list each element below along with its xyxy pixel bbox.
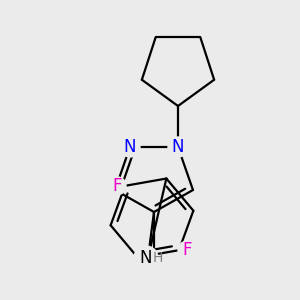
Text: N: N xyxy=(140,249,152,267)
Text: H: H xyxy=(153,251,163,265)
Text: F: F xyxy=(112,177,122,195)
Text: F: F xyxy=(182,241,192,259)
Circle shape xyxy=(178,241,196,259)
Text: N: N xyxy=(172,138,184,156)
Text: N: N xyxy=(124,138,136,156)
Circle shape xyxy=(120,137,140,157)
Circle shape xyxy=(108,177,126,195)
Circle shape xyxy=(134,246,158,270)
Circle shape xyxy=(168,137,188,157)
